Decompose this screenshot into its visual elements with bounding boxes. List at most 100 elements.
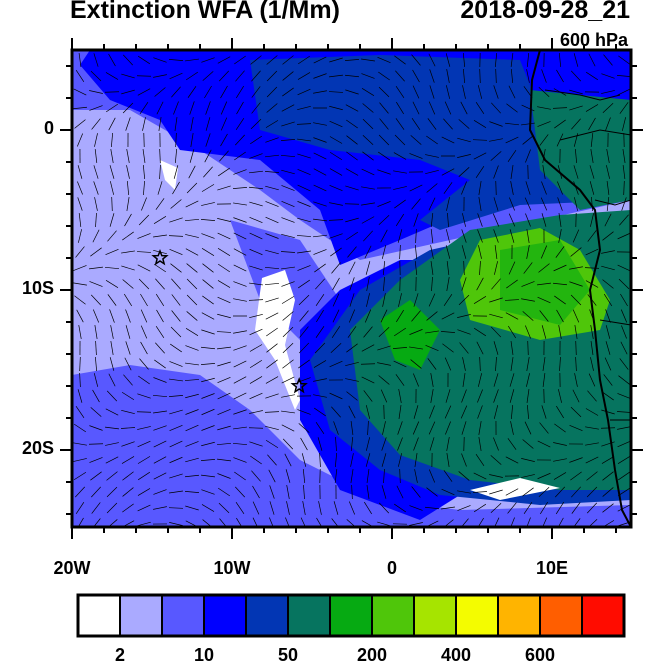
- wind-barb: [365, 405, 371, 419]
- wind-barb: [171, 86, 181, 98]
- wind-barb: [281, 376, 295, 384]
- wind-barb: [89, 105, 103, 111]
- wind-barb: [430, 389, 434, 403]
- wind-barb: [201, 233, 215, 239]
- wind-barb: [249, 232, 263, 240]
- wind-barb: [509, 229, 515, 243]
- wind-barb: [493, 165, 499, 179]
- wind-barb: [249, 359, 263, 369]
- wind-barb: [525, 325, 531, 339]
- wind-barb: [248, 427, 264, 429]
- wind-barb: [250, 455, 262, 465]
- wind-barb: [489, 138, 503, 142]
- wind-barb: [523, 502, 533, 514]
- wind-barb: [461, 453, 467, 467]
- wind-barb: [282, 438, 294, 450]
- wind-barb: [121, 250, 135, 254]
- wind-barb: [363, 230, 373, 242]
- wind-barb: [491, 102, 501, 114]
- wind-barb: [445, 85, 451, 99]
- wind-barb: [506, 103, 518, 113]
- wind-barb: [430, 213, 434, 227]
- wind-barb: [110, 325, 114, 339]
- wind-barb: [346, 135, 358, 145]
- wind-barb: [201, 57, 215, 63]
- wind-barb: [459, 342, 469, 354]
- wind-barb: [616, 75, 631, 77]
- wind-barb: [217, 409, 231, 415]
- map-frame: [70, 48, 633, 529]
- wind-barb: [217, 392, 231, 400]
- wind-barb: [216, 331, 232, 333]
- wind-barb: [412, 421, 420, 435]
- wind-barb: [153, 377, 167, 383]
- wind-barb: [413, 405, 419, 419]
- wind-barb: [601, 265, 615, 271]
- wind-barb: [201, 393, 215, 399]
- wind-barb: [313, 184, 327, 192]
- wind-barb: [490, 455, 502, 465]
- wind-barb: [383, 468, 385, 484]
- wind-barb: [281, 296, 295, 304]
- wind-barb: [265, 282, 279, 286]
- wind-barb: [329, 184, 343, 192]
- wind-barb: [350, 421, 354, 435]
- wind-barb: [281, 185, 295, 191]
- colorbar-label: 2: [114, 645, 125, 665]
- wind-barb: [461, 277, 467, 291]
- wind-barb: [186, 278, 198, 290]
- colorbar-swatch: [581, 594, 625, 637]
- wind-barb: [265, 376, 279, 384]
- wind-barb: [477, 405, 483, 419]
- wind-barb: [366, 277, 370, 291]
- wind-barb: [249, 282, 263, 286]
- wind-barb: [235, 117, 245, 131]
- wind-barb: [269, 501, 275, 515]
- wind-barb: [444, 101, 452, 115]
- wind-barb: [441, 312, 455, 320]
- wind-barb: [126, 165, 130, 179]
- wind-barb: [601, 73, 615, 79]
- wind-barb: [303, 484, 305, 500]
- wind-barb: [313, 137, 327, 143]
- wind-barb: [394, 134, 406, 146]
- wind-barb: [348, 405, 356, 419]
- wind-barb: [155, 342, 165, 354]
- wind-barb: [105, 72, 119, 80]
- wind-barb: [378, 375, 390, 385]
- wind-barb: [349, 293, 355, 307]
- wind-barb: [105, 249, 119, 255]
- wind-barb: [217, 296, 231, 304]
- wind-barb: [394, 199, 406, 209]
- lat-label: 0: [43, 118, 54, 138]
- wind-barb: [93, 518, 101, 527]
- wind-barb: [297, 168, 311, 176]
- wind-barb: [329, 392, 343, 400]
- wind-barb: [345, 168, 359, 176]
- wind-barb: [73, 106, 87, 110]
- wind-barb: [280, 251, 296, 253]
- wind-barb: [330, 342, 342, 354]
- wind-barb: [302, 469, 306, 483]
- wind-barb: [445, 245, 451, 259]
- wind-barb: [126, 197, 130, 211]
- wind-barb: [554, 486, 566, 498]
- wind-barb: [328, 219, 344, 221]
- wind-barb: [490, 502, 502, 514]
- wind-barb: [93, 165, 99, 179]
- wind-barb: [570, 247, 582, 257]
- wind-barb: [233, 392, 247, 400]
- wind-barb: [366, 485, 370, 499]
- wind-barb: [205, 133, 211, 147]
- wind-barb: [395, 70, 405, 82]
- wind-barb: [361, 202, 375, 206]
- wind-barb: [201, 312, 215, 320]
- wind-barb: [153, 57, 167, 63]
- wind-barb: [409, 346, 423, 350]
- wind-barb: [396, 309, 404, 323]
- wind-barb: [558, 53, 562, 67]
- wind-barb: [143, 180, 145, 196]
- wind-barb: [462, 52, 466, 68]
- wind-barb: [217, 487, 231, 497]
- wind-barb: [121, 89, 135, 95]
